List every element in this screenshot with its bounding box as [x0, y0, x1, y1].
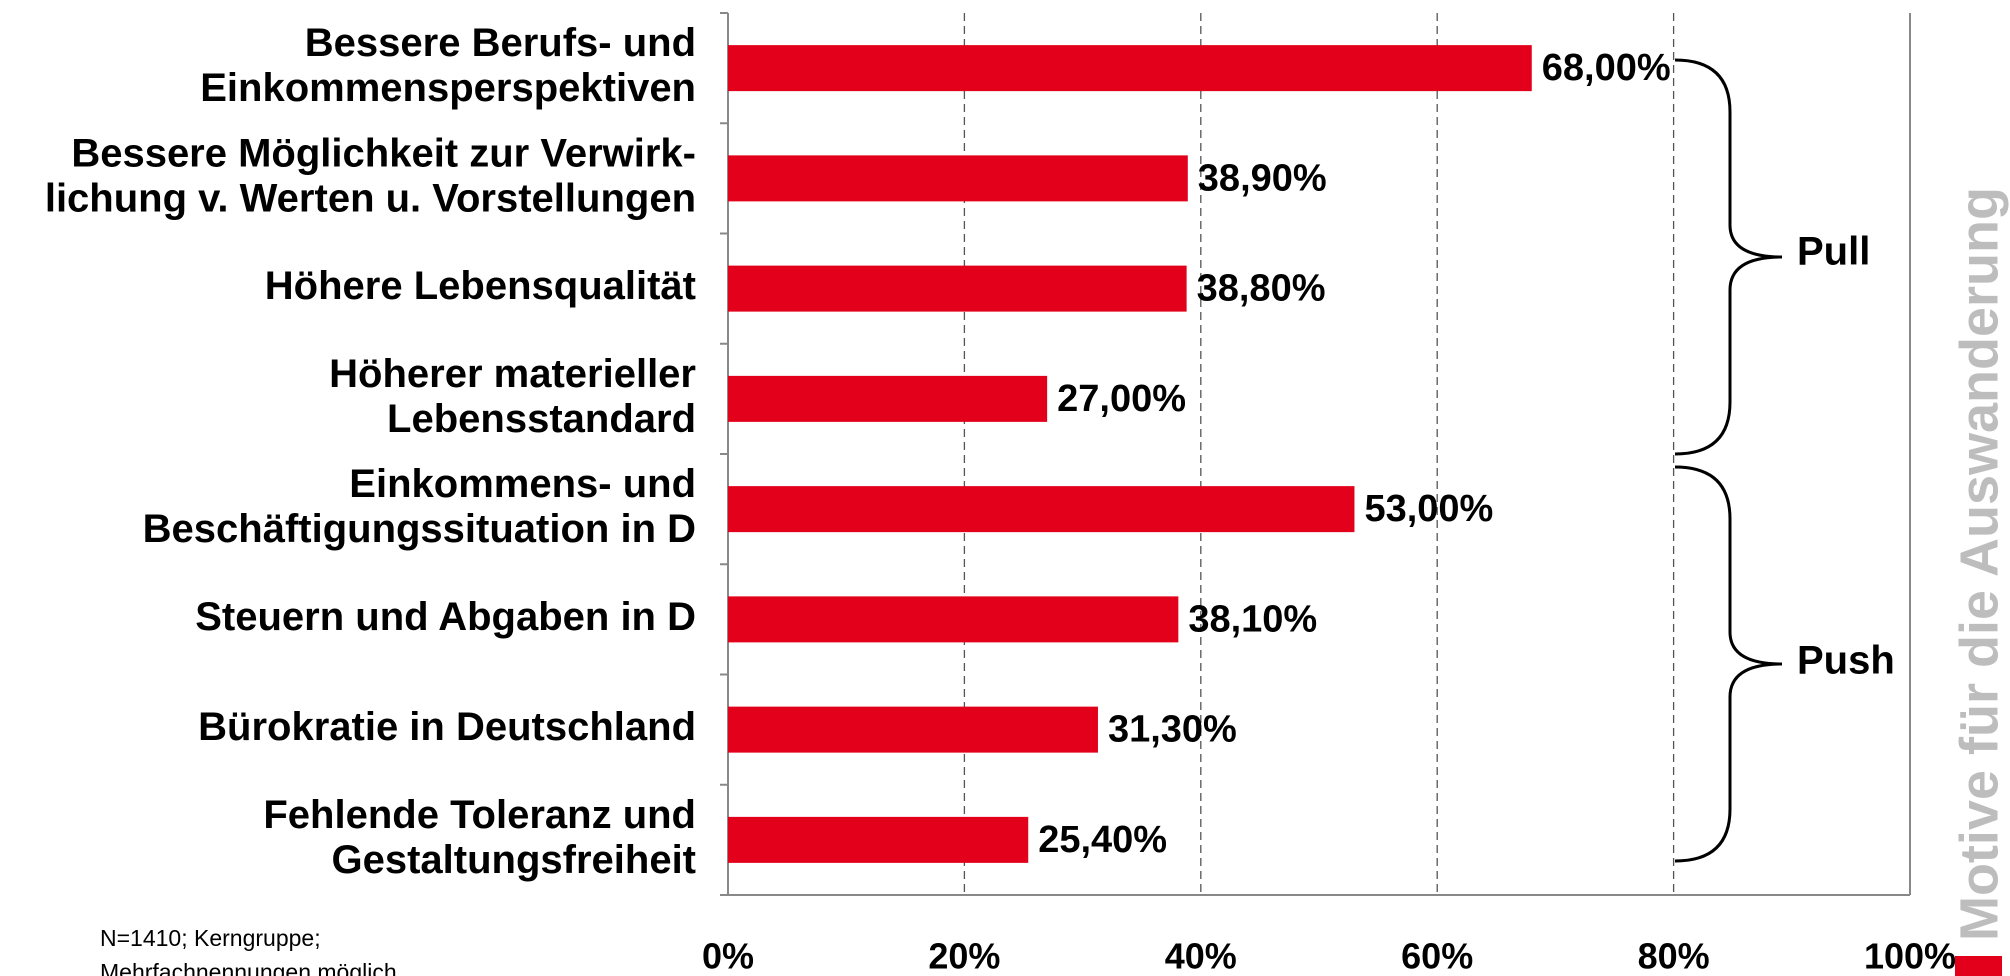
y-tick-label: Beschäftigungssituation in D: [143, 507, 696, 551]
x-tick-label: 20%: [928, 936, 1000, 976]
footnote: Mehrfachnennungen möglich: [100, 959, 397, 976]
brace: [1674, 58, 1783, 456]
value-label: 38,90%: [1198, 157, 1327, 199]
annotation: Pull: [1797, 230, 1870, 274]
value-label: 31,30%: [1108, 709, 1237, 751]
bar: [728, 706, 1098, 753]
y-tick-label: Lebensstandard: [387, 397, 696, 441]
x-tick-label: 100%: [1864, 936, 1956, 976]
bar: [728, 596, 1179, 643]
y-tick-label: Gestaltungsfreiheit: [331, 838, 696, 882]
y-tick-label: Bürokratie in Deutschland: [198, 705, 696, 749]
bar: [728, 375, 1048, 422]
bar: [728, 265, 1187, 312]
y-tick-label: Bessere Möglichkeit zur Verwirk-: [71, 131, 696, 175]
brace: [1674, 465, 1783, 863]
y-tick-label: Einkommens- und: [349, 462, 696, 506]
bar: [728, 45, 1532, 92]
axis-title: Motive für die Auswanderung: [1949, 187, 2009, 941]
y-tick-label: lichung v. Werten u. Vorstellungen: [45, 176, 696, 220]
value-label: 27,00%: [1057, 378, 1186, 420]
annotation: Push: [1797, 639, 1895, 683]
value-label: 38,80%: [1197, 268, 1326, 310]
bar: [728, 155, 1188, 202]
footnote: N=1410; Kerngruppe;: [100, 925, 321, 951]
y-tick-label: Bessere Berufs- und: [305, 21, 696, 65]
value-label: 25,40%: [1038, 819, 1167, 861]
x-tick-label: 80%: [1638, 936, 1710, 976]
x-tick-label: 0%: [702, 936, 754, 976]
value-label: 38,10%: [1188, 598, 1317, 640]
y-tick-label: Höhere Lebensqualität: [265, 264, 696, 308]
x-tick-label: 40%: [1165, 936, 1237, 976]
bar: [728, 486, 1355, 533]
bar: [728, 816, 1029, 863]
x-tick-label: 60%: [1401, 936, 1473, 976]
y-tick-label: Fehlende Toleranz und: [263, 793, 696, 837]
value-label: 53,00%: [1364, 488, 1493, 530]
y-tick-label: Einkommensperspektiven: [200, 66, 696, 110]
y-tick-label: Steuern und Abgaben in D: [195, 595, 696, 639]
logo-mark: [1955, 956, 2002, 976]
y-tick-label: Höherer materieller: [329, 352, 696, 396]
value-label: 68,00%: [1542, 47, 1671, 89]
